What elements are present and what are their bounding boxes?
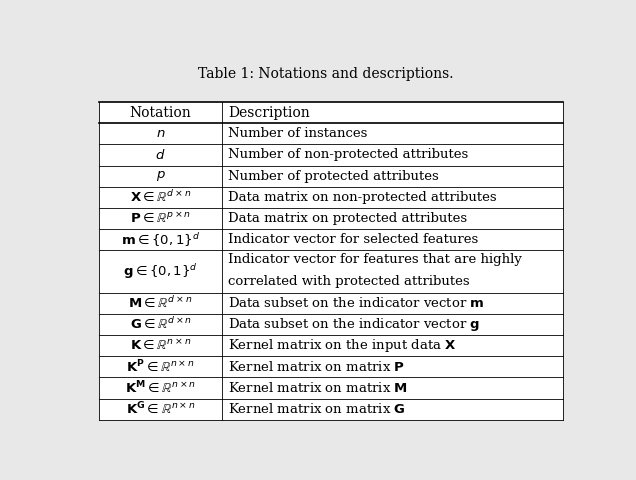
Text: Kernel matrix on matrix $\mathbf{M}$: Kernel matrix on matrix $\mathbf{M}$ xyxy=(228,381,408,395)
Text: Number of instances: Number of instances xyxy=(228,127,367,140)
Text: $\mathbf{P} \in \mathbb{R}^{p \times n}$: $\mathbf{P} \in \mathbb{R}^{p \times n}$ xyxy=(130,211,191,226)
Text: Notation: Notation xyxy=(130,106,191,120)
Text: Kernel matrix on matrix $\mathbf{G}$: Kernel matrix on matrix $\mathbf{G}$ xyxy=(228,402,406,416)
Text: $p$: $p$ xyxy=(156,169,165,183)
Bar xyxy=(99,102,562,420)
Text: $\mathbf{K}^{\mathbf{P}} \in \mathbb{R}^{n \times n}$: $\mathbf{K}^{\mathbf{P}} \in \mathbb{R}^… xyxy=(127,359,195,375)
Text: Number of protected attributes: Number of protected attributes xyxy=(228,169,439,182)
Text: Data matrix on protected attributes: Data matrix on protected attributes xyxy=(228,212,467,225)
Text: Data matrix on non-protected attributes: Data matrix on non-protected attributes xyxy=(228,191,497,204)
Text: $\mathbf{g} \in \{0, 1\}^{d}$: $\mathbf{g} \in \{0, 1\}^{d}$ xyxy=(123,262,198,281)
Text: $\mathbf{K}^{\mathbf{M}} \in \mathbb{R}^{n \times n}$: $\mathbf{K}^{\mathbf{M}} \in \mathbb{R}^… xyxy=(125,380,196,396)
Text: Number of non-protected attributes: Number of non-protected attributes xyxy=(228,148,468,161)
Text: $\mathbf{X} \in \mathbb{R}^{d \times n}$: $\mathbf{X} \in \mathbb{R}^{d \times n}$ xyxy=(130,189,191,205)
Text: $d$: $d$ xyxy=(155,148,166,162)
Text: $\mathbf{m} \in \{0, 1\}^{d}$: $\mathbf{m} \in \{0, 1\}^{d}$ xyxy=(121,231,200,249)
Text: Data subset on the indicator vector $\mathbf{m}$: Data subset on the indicator vector $\ma… xyxy=(228,296,485,310)
Text: correlated with protected attributes: correlated with protected attributes xyxy=(228,275,469,288)
Text: Data subset on the indicator vector $\mathbf{g}$: Data subset on the indicator vector $\ma… xyxy=(228,316,480,333)
Text: Kernel matrix on the input data $\mathbf{X}$: Kernel matrix on the input data $\mathbf… xyxy=(228,337,457,354)
Text: Table 1: Notations and descriptions.: Table 1: Notations and descriptions. xyxy=(198,67,453,81)
Text: Indicator vector for selected features: Indicator vector for selected features xyxy=(228,233,478,246)
Text: $n$: $n$ xyxy=(156,127,165,140)
Text: $\mathbf{M} \in \mathbb{R}^{d \times n}$: $\mathbf{M} \in \mathbb{R}^{d \times n}$ xyxy=(128,295,193,311)
Text: $\mathbf{K}^{\mathbf{G}} \in \mathbb{R}^{n \times n}$: $\mathbf{K}^{\mathbf{G}} \in \mathbb{R}^… xyxy=(126,401,195,418)
Text: Kernel matrix on matrix $\mathbf{P}$: Kernel matrix on matrix $\mathbf{P}$ xyxy=(228,360,405,374)
Text: $\mathbf{G} \in \mathbb{R}^{d \times n}$: $\mathbf{G} \in \mathbb{R}^{d \times n}$ xyxy=(130,316,191,333)
Text: Indicator vector for features that are highly: Indicator vector for features that are h… xyxy=(228,253,522,266)
Text: Description: Description xyxy=(228,106,310,120)
Text: $\mathbf{K} \in \mathbb{R}^{n \times n}$: $\mathbf{K} \in \mathbb{R}^{n \times n}$ xyxy=(130,338,191,353)
